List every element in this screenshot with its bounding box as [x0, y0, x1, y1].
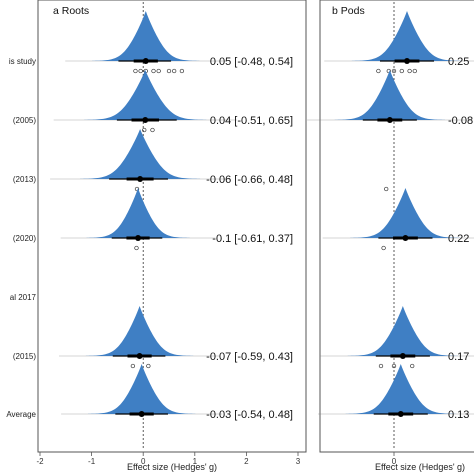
density-curve	[92, 11, 200, 61]
panel-a-frame	[37, 0, 307, 453]
panel-a-marks: is study 0.05 [-0.48, 0.54] (2005) 0.04 [-0…	[6, 11, 293, 421]
observed-point	[410, 363, 415, 369]
ci-text: -0.1 [-0.61, 0.37]	[212, 233, 293, 245]
point-estimate	[399, 353, 406, 359]
point-estimate	[137, 176, 144, 182]
observed-point	[130, 363, 136, 369]
observed-point	[381, 245, 386, 251]
ci-text: 0.05 [-0.48, 0.54]	[210, 56, 293, 68]
point-estimate	[142, 117, 149, 123]
density-curve	[84, 70, 207, 120]
x-tick-label: 0	[141, 457, 146, 466]
observed-point	[150, 127, 155, 133]
row-label: (2015)	[13, 352, 36, 361]
row-label: al 2017	[10, 293, 37, 302]
density-curve	[347, 306, 459, 356]
ci-text: 0.04 [-0.51, 0.65]	[210, 115, 293, 127]
observed-point	[138, 68, 143, 74]
row-label: (2013)	[13, 175, 36, 184]
point-estimate	[135, 235, 142, 241]
ci-text: 0.13	[448, 409, 469, 421]
panel-a-x-axis: -2 -1 0 1 2 3	[36, 452, 301, 466]
panel-a-title: a Roots	[53, 5, 89, 17]
density-curve	[350, 188, 461, 238]
point-estimate	[138, 411, 145, 417]
observed-point	[399, 68, 404, 74]
ci-text: -0.03 [-0.54, 0.48]	[206, 409, 293, 421]
observed-point	[146, 363, 151, 369]
point-estimate	[402, 235, 409, 241]
density-curve	[345, 364, 456, 414]
x-tick-label: -2	[36, 457, 44, 466]
ci-text: 0.25	[448, 56, 469, 68]
observed-point	[384, 186, 389, 192]
ci-text: -0.06 [-0.66, 0.48]	[206, 174, 293, 186]
density-curve	[86, 188, 190, 238]
x-tick-label: 0	[392, 457, 397, 466]
observed-point	[134, 245, 139, 251]
panel-b-x-axis-title: Effect size (Hedges' g)	[375, 462, 465, 472]
observed-point	[172, 68, 177, 74]
point-estimate	[397, 411, 404, 417]
row-label: is study	[9, 57, 36, 66]
panel-b-x-axis: 0	[392, 452, 397, 466]
panel-b-marks: 0.25 -0.08 0.22 0.17 0.13	[307, 11, 474, 421]
row-label: (2005)	[13, 116, 36, 125]
observed-point	[391, 68, 397, 74]
density-curve	[85, 306, 194, 356]
density-curve	[334, 70, 446, 120]
point-estimate	[136, 353, 143, 359]
observed-point	[133, 68, 138, 74]
observed-point	[156, 68, 161, 74]
point-estimate	[386, 117, 393, 123]
observed-point	[142, 127, 147, 133]
ci-text: -0.07 [-0.59, 0.43]	[206, 351, 293, 363]
point-estimate	[404, 58, 410, 64]
x-tick-label: 2	[244, 457, 249, 466]
x-tick-label: -1	[88, 457, 96, 466]
x-tick-label: 3	[296, 457, 301, 466]
x-tick-label: 1	[193, 457, 198, 466]
observed-point	[376, 68, 381, 74]
ci-text: 0.17	[448, 351, 469, 363]
row-label: Average	[6, 410, 36, 419]
ci-text: 0.22	[448, 233, 469, 245]
panel-b-frame	[319, 0, 474, 453]
panel-a-x-axis-title: Effect size (Hedges' g)	[127, 462, 217, 472]
observed-point	[378, 363, 384, 369]
row-label: (2020)	[13, 234, 36, 243]
observed-point	[151, 68, 156, 74]
observed-point	[134, 186, 140, 192]
ci-text: -0.08	[448, 115, 473, 127]
panel-b-title: b Pods	[332, 5, 365, 17]
density-curve	[351, 11, 463, 61]
observed-point	[412, 68, 417, 74]
observed-point	[179, 68, 185, 74]
density-curve	[87, 364, 196, 414]
density-curve	[80, 129, 201, 179]
observed-point	[391, 363, 397, 369]
point-estimate	[142, 58, 149, 64]
observed-point	[166, 68, 172, 74]
observed-point	[407, 68, 412, 74]
